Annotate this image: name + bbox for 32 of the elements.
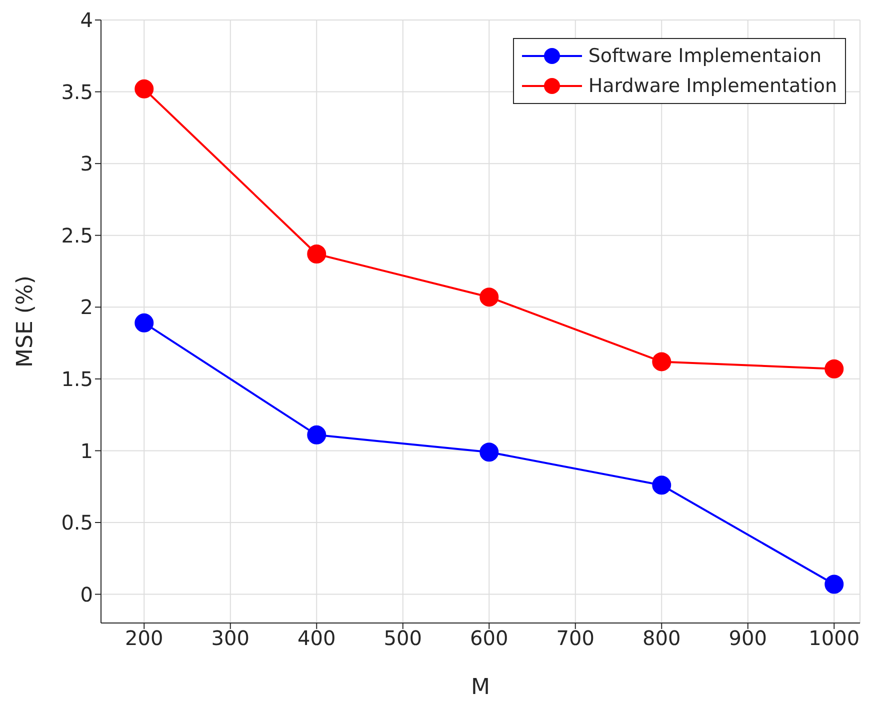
x-axis-title: M <box>471 675 490 700</box>
point <box>480 442 499 462</box>
x-tick-label: 700 <box>556 626 594 650</box>
point <box>652 352 672 372</box>
y-tick-label: 0.5 <box>61 510 93 535</box>
legend-label: Software Implementaion <box>588 44 822 69</box>
y-tick-label: 3 <box>80 152 93 176</box>
y-tick-label: 4 <box>80 8 93 32</box>
legend-label: Hardware Implementation <box>588 74 837 99</box>
point <box>824 359 844 378</box>
y-tick-label: 2 <box>80 295 93 320</box>
point <box>652 476 672 495</box>
point <box>480 288 499 307</box>
x-tick-label: 1000 <box>808 626 860 650</box>
point <box>824 574 844 594</box>
y-tick-label: 1 <box>80 438 93 463</box>
x-tick-label: 800 <box>642 626 681 650</box>
point <box>307 244 326 264</box>
x-tick-label: 200 <box>125 626 164 650</box>
y-axis-title: MSE (%) <box>13 276 38 368</box>
y-tick-label: 1.5 <box>61 367 93 392</box>
x-tick-label: 900 <box>728 626 767 650</box>
y-tick-label: 3.5 <box>61 80 93 104</box>
y-tick-label: 0 <box>80 582 93 606</box>
point <box>307 425 326 444</box>
x-tick-label: 400 <box>298 626 336 650</box>
x-tick-label: 600 <box>470 626 508 650</box>
point <box>134 313 154 332</box>
point <box>134 79 154 98</box>
y-tick-label: 2.5 <box>61 223 93 248</box>
x-tick-label: 500 <box>384 626 422 650</box>
x-tick-label: 300 <box>211 626 250 650</box>
